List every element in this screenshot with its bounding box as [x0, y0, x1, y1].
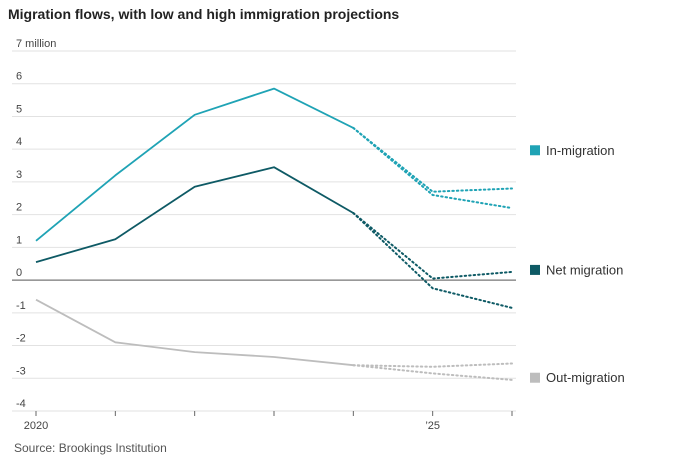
grid-lines [12, 50, 516, 412]
x-axis: 2020 ’25 [24, 411, 513, 432]
net-migration-line [35, 166, 354, 263]
y-tick-label: 5 [16, 103, 22, 115]
in-migration-high-projection [352, 126, 513, 193]
net-migration-legend-label: Net migration [546, 262, 623, 277]
in-migration-low-projection [352, 126, 513, 210]
y-tick-label: 1 [16, 234, 22, 246]
x-tick-label: ’25 [425, 420, 440, 432]
y-tick-label: 7 million [16, 38, 56, 50]
in-migration-line [35, 87, 354, 242]
y-tick-label: 4 [16, 136, 22, 148]
y-tick-label: 6 [16, 71, 22, 83]
y-tick-label: -4 [16, 398, 26, 410]
net-migration-high-projection [352, 212, 513, 280]
chart-title: Migration flows, with low and high immig… [8, 6, 400, 22]
net-migration-low-projection [352, 212, 513, 309]
out-migration-legend-swatch [530, 372, 540, 383]
y-tick-label: -2 [16, 333, 26, 345]
series-lines [35, 87, 513, 381]
legend: In-migration Net migration Out-migration [530, 143, 625, 385]
in-migration-legend-swatch [530, 145, 540, 156]
y-tick-label: -1 [16, 300, 26, 312]
in-migration-legend-label: In-migration [546, 143, 615, 158]
y-tick-label: 3 [16, 169, 22, 181]
out-migration-line [35, 298, 354, 367]
y-axis-tick-labels: 7 million 6 5 4 3 2 1 0 -1 -2 -3 -4 [16, 38, 56, 410]
x-tick-label: 2020 [24, 420, 48, 432]
y-tick-label: 0 [16, 267, 22, 279]
y-tick-label: 2 [16, 202, 22, 214]
out-migration-legend-label: Out-migration [546, 370, 625, 385]
net-migration-legend-swatch [530, 264, 540, 275]
y-tick-label: -3 [16, 365, 26, 377]
out-migration-low-projection [352, 364, 513, 381]
out-migration-high-projection [352, 362, 513, 368]
source-note: Source: Brookings Institution [14, 441, 167, 455]
